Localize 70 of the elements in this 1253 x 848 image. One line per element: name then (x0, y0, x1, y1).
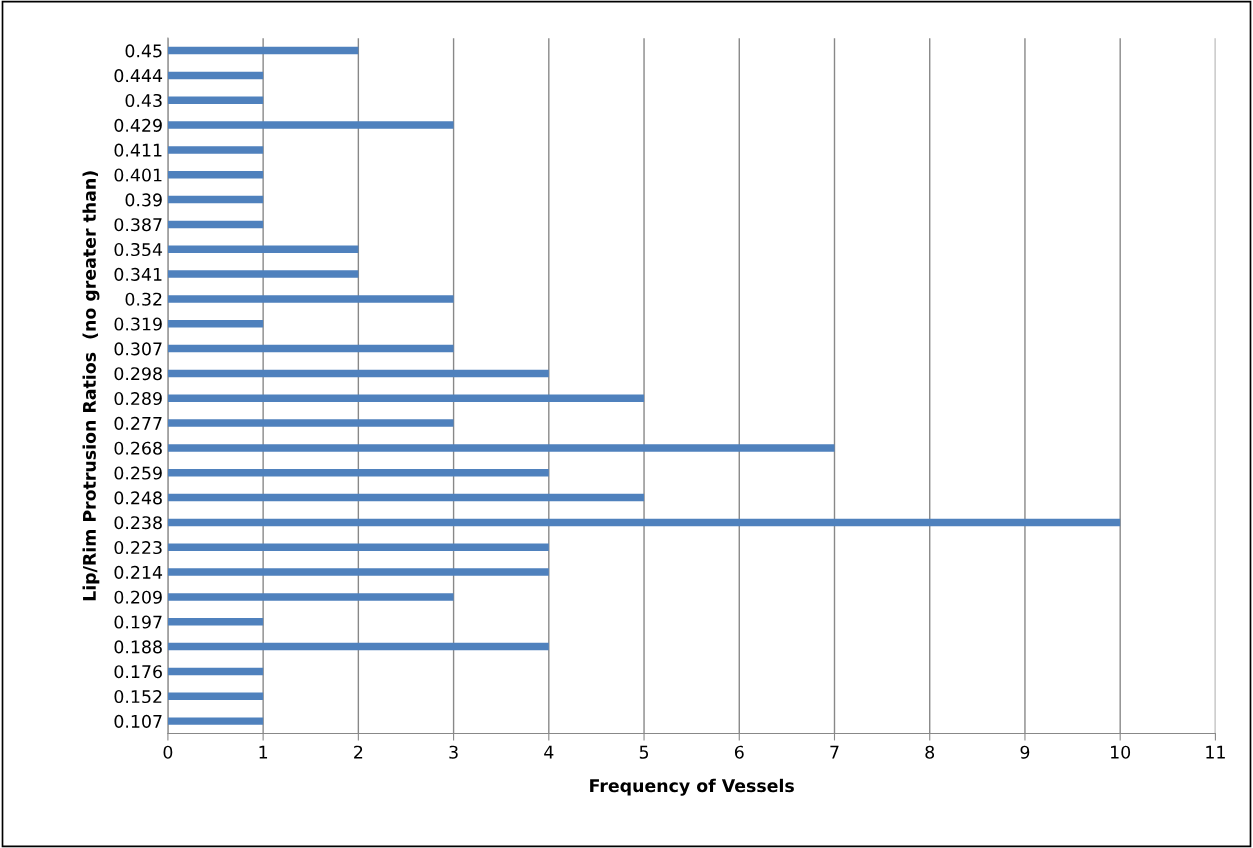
x-tick-label: 11 (1206, 745, 1225, 759)
y-tick-label: 0.277 (114, 416, 162, 430)
bar (167, 245, 359, 253)
y-tick-label: 0.259 (114, 466, 162, 480)
y-tick-label: 0.319 (114, 317, 162, 331)
y-tick-label: 0.188 (114, 640, 162, 654)
x-tick-label: 1 (259, 745, 268, 759)
bar (167, 394, 645, 402)
y-tick-label: 0.289 (114, 391, 162, 406)
y-tick-label: 0.238 (114, 516, 162, 530)
x-tick-label: 7 (830, 745, 839, 759)
bar (167, 692, 264, 700)
x-tick-label: 4 (544, 745, 554, 759)
y-tick-label: 0.32 (125, 292, 162, 306)
bar (167, 96, 264, 104)
x-tick-label: 3 (449, 745, 458, 759)
bar (167, 295, 454, 303)
bar (167, 270, 359, 278)
x-tick-label: 6 (734, 745, 744, 759)
y-tick-label: 0.214 (114, 565, 163, 579)
y-tick-label: 0.307 (114, 342, 162, 356)
y-tick-label: 0.429 (114, 118, 162, 132)
y-tick-label: 0.107 (114, 714, 162, 728)
x-tick-label: 8 (925, 745, 935, 759)
y-tick-label: 0.268 (114, 441, 162, 455)
y-tick-label: 0.354 (114, 242, 163, 257)
bar (167, 518, 1121, 527)
bar (167, 71, 264, 80)
x-tick-label: 9 (1020, 745, 1030, 759)
y-axis-title: Lip/Rim Protrusion Ratios (no greater than) (82, 171, 100, 601)
y-tick-label: 0.176 (114, 665, 162, 679)
bar (167, 642, 549, 651)
y-tick-label: 0.152 (114, 689, 162, 704)
bar (167, 121, 454, 129)
bar (167, 469, 549, 477)
y-tick-label: 0.45 (125, 44, 162, 58)
bar (167, 419, 454, 427)
y-tick-label: 0.444 (114, 69, 163, 83)
y-tick-label: 0.401 (114, 168, 162, 182)
bar (167, 667, 264, 676)
x-tick-label: 5 (639, 745, 649, 759)
x-tick-label: 2 (354, 745, 363, 759)
bar (167, 543, 549, 551)
y-tick-label: 0.341 (114, 267, 162, 281)
bar (167, 493, 645, 502)
bar (167, 195, 264, 204)
bar (167, 344, 454, 353)
x-tick-label: 10 (1111, 745, 1131, 759)
bar (167, 444, 835, 452)
x-tick-label: 0 (163, 745, 173, 759)
y-tick-label: 0.197 (114, 615, 162, 629)
y-tick-label: 0.411 (114, 143, 162, 157)
y-tick-label: 0.223 (114, 540, 162, 555)
bar (167, 593, 454, 601)
bar (167, 46, 359, 55)
bar (167, 568, 549, 576)
bar (167, 320, 264, 328)
bar (167, 618, 264, 626)
bar (167, 171, 264, 179)
x-axis-title: Frequency of Vessels (590, 778, 794, 796)
bar (167, 146, 264, 154)
bar (167, 220, 264, 229)
y-tick-label: 0.39 (125, 193, 162, 207)
bar (167, 369, 549, 378)
bar (167, 717, 264, 725)
y-tick-label: 0.43 (125, 93, 162, 108)
y-tick-label: 0.248 (114, 491, 162, 505)
y-tick-label: 0.298 (114, 367, 162, 381)
y-tick-label: 0.387 (114, 218, 162, 232)
y-tick-label: 0.209 (114, 590, 162, 604)
